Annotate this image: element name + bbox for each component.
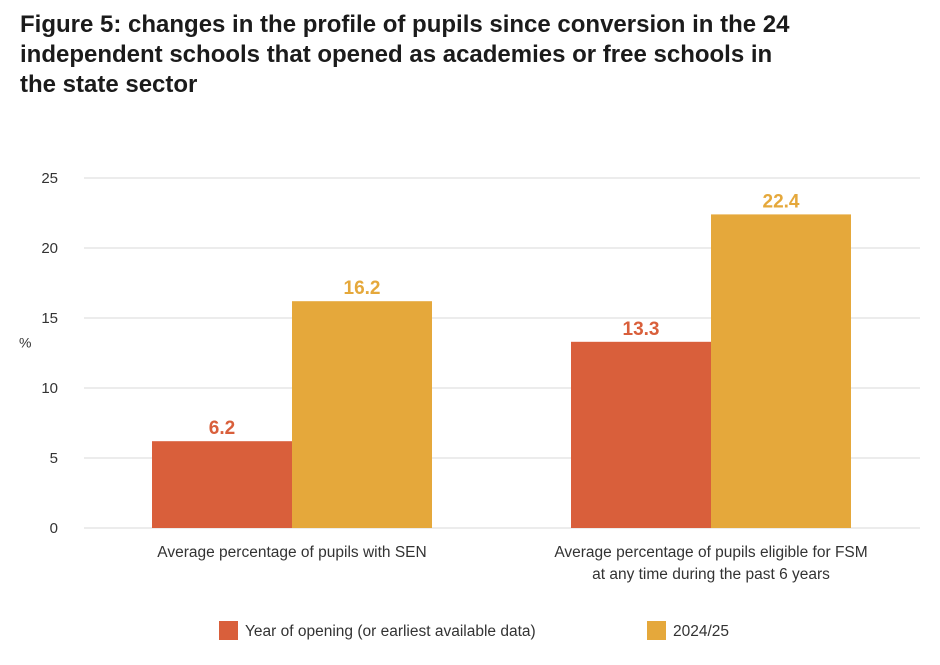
chart-title: Figure 5: changes in the profile of pupi… xyxy=(20,10,920,100)
y-axis-ticks: 0 5 10 15 20 25 xyxy=(41,170,58,537)
chart-title-line-1: Figure 5: changes in the profile of pupi… xyxy=(20,11,790,38)
legend-label-2024-25: 2024/25 xyxy=(673,623,729,640)
bar-year-of-opening-sen xyxy=(152,441,292,528)
data-label: 13.3 xyxy=(623,319,660,340)
legend-swatch-year-of-opening xyxy=(219,621,238,640)
bars xyxy=(152,214,851,528)
legend-swatch-2024-25 xyxy=(647,621,666,640)
legend-label-year-of-opening: Year of opening (or earliest available d… xyxy=(245,623,536,640)
chart-title-line-2: independent schools that opened as acade… xyxy=(20,41,773,68)
bar-2024-25-sen xyxy=(292,301,432,528)
data-label: 22.4 xyxy=(763,191,800,212)
y-tick-label: 15 xyxy=(41,310,58,327)
bar-year-of-opening-fsm xyxy=(571,341,711,528)
category-label: Average percentage of pupils eligible fo… xyxy=(554,544,867,561)
y-tick-label: 5 xyxy=(50,450,58,467)
legend: Year of opening (or earliest available d… xyxy=(219,621,729,640)
y-axis-label: % xyxy=(19,334,31,350)
y-tick-label: 20 xyxy=(41,240,58,257)
data-label: 6.2 xyxy=(209,418,235,439)
category-label: Average percentage of pupils with SEN xyxy=(157,544,426,561)
category-labels: Average percentage of pupils with SEN Ave… xyxy=(157,544,867,583)
category-label: at any time during the past 6 years xyxy=(592,566,830,583)
y-tick-label: 0 xyxy=(50,520,58,537)
y-tick-label: 25 xyxy=(41,170,58,187)
y-tick-label: 10 xyxy=(41,380,58,397)
data-labels: 6.2 13.3 16.2 22.4 xyxy=(209,191,800,439)
data-label: 16.2 xyxy=(344,278,381,299)
chart-title-line-3: the state sector xyxy=(20,71,198,98)
bar-2024-25-fsm xyxy=(711,214,851,528)
